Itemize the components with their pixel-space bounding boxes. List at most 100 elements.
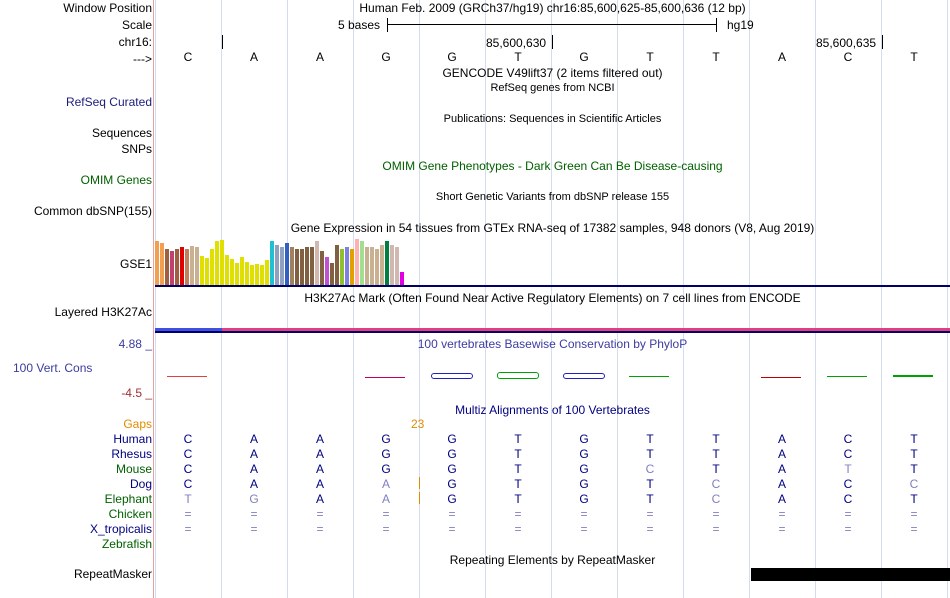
gtex-bar[interactable] xyxy=(375,249,379,285)
species-label-human[interactable]: Human xyxy=(113,432,152,446)
strand-arrow[interactable]: ---> xyxy=(133,52,152,66)
gtex-bar[interactable] xyxy=(320,251,324,285)
cons-label[interactable]: 100 Vert. Cons xyxy=(13,361,93,375)
gtex-bar[interactable] xyxy=(345,247,349,285)
species-label-elephant[interactable]: Elephant xyxy=(104,492,152,506)
gtex-bar[interactable] xyxy=(285,243,289,285)
browser-image[interactable]: Human Feb. 2009 (GRCh37/hg19) chr16:85,6… xyxy=(155,0,950,598)
phylop-mark[interactable] xyxy=(233,376,273,377)
gtex-bar[interactable] xyxy=(225,255,229,285)
gtex-bar[interactable] xyxy=(385,241,389,285)
phylop-mark[interactable] xyxy=(167,376,207,377)
gtex-bar[interactable] xyxy=(180,247,184,285)
species-label-dog[interactable]: Dog xyxy=(129,477,152,491)
gtex-bar[interactable] xyxy=(165,249,169,285)
refseq-track-title[interactable]: RefSeq genes from NCBI xyxy=(490,82,615,94)
h3k27ac-signal-blue[interactable] xyxy=(155,328,222,332)
phylop-mark[interactable] xyxy=(629,376,669,377)
gtex-bar[interactable] xyxy=(390,245,394,285)
gtex-bar[interactable] xyxy=(230,259,234,285)
omim-track-title[interactable]: OMIM Gene Phenotypes - Dark Green Can Be… xyxy=(382,159,723,173)
phylop-mark[interactable] xyxy=(893,375,933,377)
phylop-mark[interactable] xyxy=(761,377,801,378)
h3k27ac-track-title[interactable]: H3K27Ac Mark (Often Found Near Active Re… xyxy=(304,291,801,305)
gtex-bar[interactable] xyxy=(360,241,364,285)
phylop-mark[interactable] xyxy=(431,373,473,379)
gtex-bar[interactable] xyxy=(210,249,214,285)
gtex-bar[interactable] xyxy=(255,264,259,285)
gtex-bar[interactable] xyxy=(370,247,374,285)
species-label-rhesus[interactable]: Rhesus xyxy=(111,447,152,461)
gtex-bar[interactable] xyxy=(335,245,339,285)
phylop-conservation-chart[interactable] xyxy=(155,352,950,397)
publications-track-title[interactable]: Publications: Sequences in Scientific Ar… xyxy=(443,113,662,125)
gtex-bar[interactable] xyxy=(290,247,294,285)
gtex-bar[interactable] xyxy=(170,251,174,285)
phylop-mark[interactable] xyxy=(695,376,735,377)
gtex-bar[interactable] xyxy=(395,247,399,285)
species-label-chicken[interactable]: Chicken xyxy=(108,507,152,521)
phylop-mark[interactable] xyxy=(299,376,339,377)
gtex-bar[interactable] xyxy=(400,272,404,285)
gtex-bar[interactable] xyxy=(380,245,384,285)
gtex-bar[interactable] xyxy=(260,265,264,285)
gtex-expression-chart[interactable] xyxy=(155,237,950,285)
gtex-bar[interactable] xyxy=(240,257,244,285)
gencode-track-title[interactable]: GENCODE V49lift37 (2 items filtered out) xyxy=(442,66,663,80)
gtex-bar[interactable] xyxy=(155,241,159,285)
gtex-bar[interactable] xyxy=(365,247,369,285)
gtex-bar[interactable] xyxy=(245,262,249,285)
gtex-bar[interactable] xyxy=(310,247,314,285)
phylop-mark[interactable] xyxy=(563,373,605,379)
gtex-bar[interactable] xyxy=(200,256,204,285)
gse1-label[interactable]: GSE1 xyxy=(119,257,152,271)
snps-label[interactable]: SNPs xyxy=(121,142,152,156)
gtex-bar[interactable] xyxy=(250,265,254,285)
refseq-label[interactable]: RefSeq Curated xyxy=(65,95,152,109)
species-label-mouse[interactable]: Mouse xyxy=(115,462,152,476)
gtex-bar[interactable] xyxy=(265,260,269,285)
phylop-track-title[interactable]: 100 vertebrates Basewise Conservation by… xyxy=(417,337,688,351)
gtex-bar[interactable] xyxy=(300,249,304,285)
gtex-bar[interactable] xyxy=(235,263,239,285)
gtex-bar[interactable] xyxy=(355,239,359,285)
phylop-mark[interactable] xyxy=(497,372,539,379)
h3k27ac-label[interactable]: Layered H3K27Ac xyxy=(54,305,152,319)
gtex-bar[interactable] xyxy=(190,246,194,285)
gtex-bar[interactable] xyxy=(305,247,309,285)
gtex-bar[interactable] xyxy=(295,249,299,285)
gtex-bar[interactable] xyxy=(185,249,189,285)
gtex-bar[interactable] xyxy=(325,257,329,285)
gtex-bar[interactable] xyxy=(270,241,274,285)
gtex-track-title[interactable]: Gene Expression in 54 tissues from GTEx … xyxy=(290,221,815,235)
phylop-mark[interactable] xyxy=(827,376,867,377)
gtex-bar[interactable] xyxy=(275,245,279,285)
gtex-bar[interactable] xyxy=(220,240,224,285)
gtex-bar[interactable] xyxy=(350,249,354,285)
gtex-bar[interactable] xyxy=(315,241,319,285)
gtex-bar[interactable] xyxy=(175,249,179,285)
h3k27ac-signal-pink[interactable] xyxy=(222,328,950,332)
dbsnp-label[interactable]: Common dbSNP(155) xyxy=(33,204,152,218)
repeatmasker-element[interactable] xyxy=(751,568,950,581)
phylop-mark[interactable] xyxy=(365,377,405,378)
gtex-bar[interactable] xyxy=(160,243,164,285)
species-label-x-tropicalis[interactable]: X_tropicalis xyxy=(89,522,152,536)
gtex-bar[interactable] xyxy=(330,263,334,285)
multiz-track-title[interactable]: Multiz Alignments of 100 Vertebrates xyxy=(455,403,650,417)
repeatmasker-label[interactable]: RepeatMasker xyxy=(73,567,152,581)
gtex-bar[interactable] xyxy=(340,249,344,285)
gaps-label[interactable]: Gaps xyxy=(123,417,152,431)
species-label-zebrafish[interactable]: Zebrafish xyxy=(101,537,152,551)
gap-count[interactable]: 23 xyxy=(411,417,425,431)
repeatmasker-track-title[interactable]: Repeating Elements by RepeatMasker xyxy=(449,553,656,567)
gtex-bar[interactable] xyxy=(195,247,199,285)
gtex-bar[interactable] xyxy=(215,241,219,285)
omim-label[interactable]: OMIM Genes xyxy=(80,173,152,187)
gtex-bar[interactable] xyxy=(205,258,209,285)
gtex-bar[interactable] xyxy=(280,247,284,285)
dbsnp-track-title[interactable]: Short Genetic Variants from dbSNP releas… xyxy=(435,191,670,203)
sequences-label[interactable]: Sequences xyxy=(91,126,152,140)
